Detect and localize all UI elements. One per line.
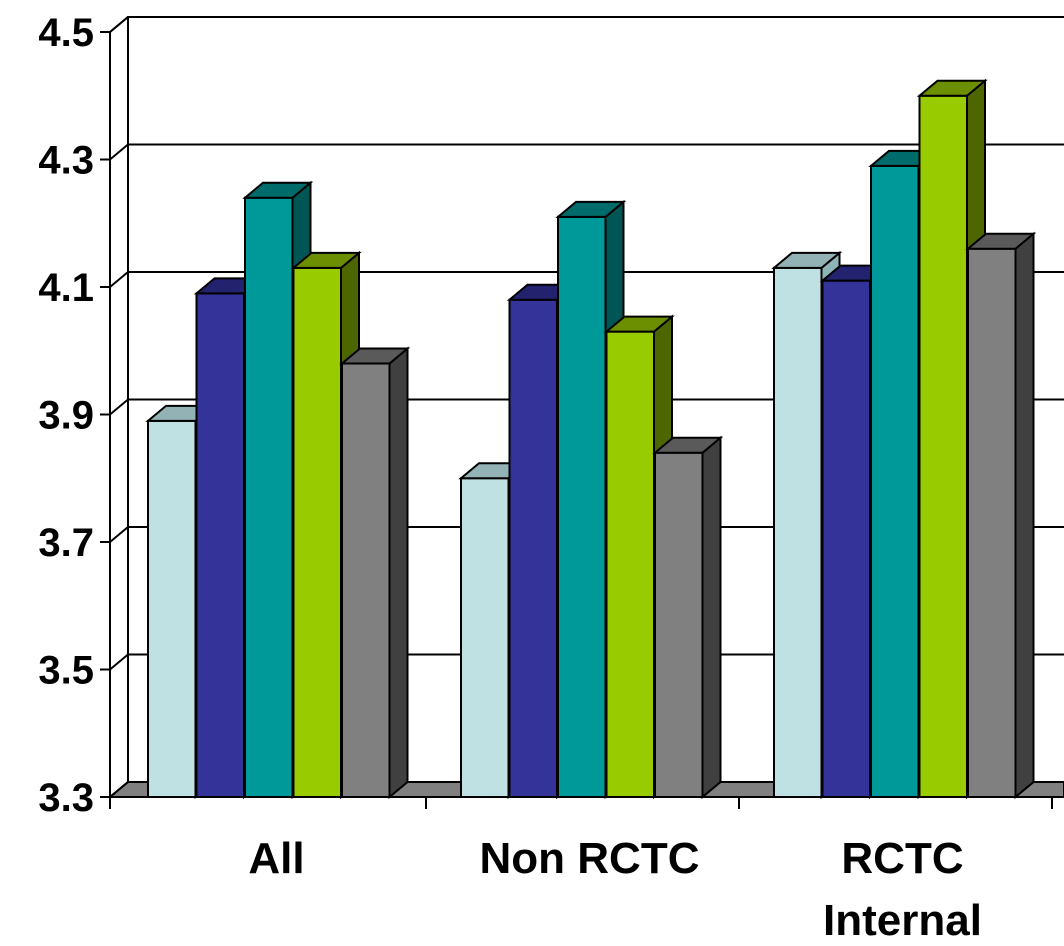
y-tick-label: 4.5 bbox=[38, 11, 94, 55]
y-tick-label: 3.9 bbox=[38, 394, 94, 438]
bar-front bbox=[773, 266, 823, 798]
bar-top bbox=[916, 79, 988, 97]
bar bbox=[965, 231, 1037, 800]
bar-top bbox=[771, 251, 843, 269]
bar bbox=[339, 346, 411, 800]
bar-front bbox=[821, 279, 871, 798]
bar-top bbox=[242, 181, 314, 199]
y-tick-label: 3.3 bbox=[38, 776, 94, 820]
gridline-side bbox=[109, 526, 129, 543]
x-category-label: All bbox=[248, 834, 304, 883]
y-tick-label: 4.3 bbox=[38, 139, 94, 183]
bar-front bbox=[967, 247, 1017, 798]
y-axis-top-edge bbox=[109, 16, 129, 33]
bar-front bbox=[870, 164, 920, 798]
x-axis-category-labels: All Non RCTC RCTC Internal bbox=[248, 834, 982, 945]
gridline-side bbox=[109, 781, 129, 798]
gridline-side bbox=[109, 398, 129, 416]
bar-front bbox=[918, 94, 968, 798]
y-tick-label: 4.1 bbox=[38, 266, 94, 310]
bars bbox=[145, 78, 1037, 800]
x-category-label: Internal bbox=[823, 896, 982, 945]
gridline-side bbox=[109, 271, 129, 288]
bar-top bbox=[965, 232, 1037, 250]
bar-top bbox=[290, 251, 362, 269]
gridline-side bbox=[109, 653, 129, 671]
bar-front bbox=[557, 215, 607, 798]
bar-front bbox=[460, 477, 510, 798]
bar-front bbox=[654, 451, 704, 798]
bar-front bbox=[195, 292, 245, 798]
bar-front bbox=[292, 266, 342, 798]
bar-front bbox=[147, 419, 197, 798]
bar-top bbox=[652, 436, 724, 454]
gridline-side bbox=[109, 143, 129, 161]
bar-side bbox=[701, 435, 722, 800]
bar-front bbox=[244, 196, 294, 798]
y-axis-tick-labels: 3.3 3.5 3.7 3.9 4.1 4.3 4.5 bbox=[38, 11, 94, 820]
bar bbox=[652, 435, 724, 800]
bar-front bbox=[605, 330, 655, 798]
bar-top bbox=[555, 200, 627, 218]
bar-side bbox=[388, 346, 409, 800]
axes bbox=[100, 16, 1064, 809]
y-tick-label: 3.5 bbox=[38, 649, 94, 693]
x-category-label: RCTC bbox=[841, 834, 963, 883]
x-category-label: Non RCTC bbox=[480, 834, 700, 883]
bar-front bbox=[341, 362, 391, 798]
y-tick-label: 3.7 bbox=[38, 521, 94, 565]
bar-top bbox=[339, 347, 411, 365]
bar-top bbox=[603, 315, 675, 333]
bar-front bbox=[508, 298, 558, 798]
bar-side bbox=[1014, 231, 1035, 800]
